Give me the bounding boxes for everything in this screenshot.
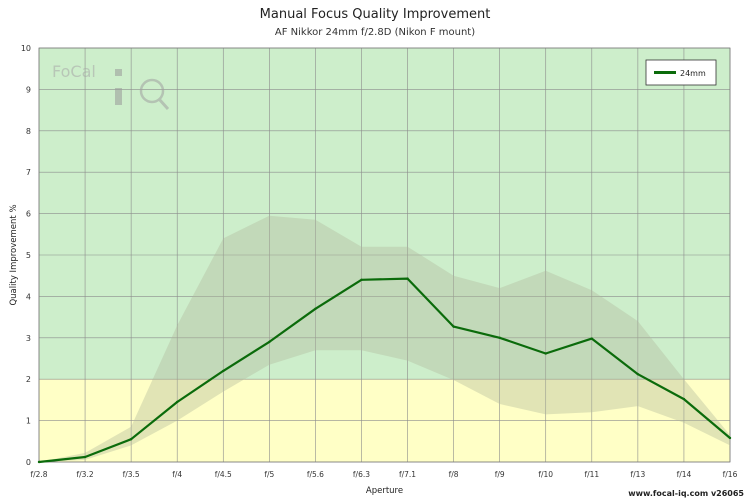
y-tick-label: 7	[26, 168, 31, 177]
x-tick-label: f/16	[723, 470, 738, 479]
y-tick-label: 8	[26, 127, 31, 136]
y-tick-label: 3	[26, 334, 31, 343]
y-tick-label: 6	[26, 210, 31, 219]
footer-text: www.focal-iq.com v26065	[628, 489, 744, 498]
data-point	[268, 340, 271, 344]
data-point	[314, 307, 317, 311]
x-tick-label: f/4	[172, 470, 182, 479]
data-point	[544, 352, 547, 355]
data-point	[222, 369, 225, 373]
y-tick-label: 2	[26, 375, 31, 384]
x-tick-label: f/8	[449, 470, 459, 479]
x-tick-label: f/2.8	[30, 470, 47, 479]
x-tick-label: f/3.5	[123, 470, 140, 479]
x-tick-label: f/11	[584, 470, 599, 479]
watermark-i-dot	[115, 69, 122, 76]
chart-title: Manual Focus Quality Improvement	[259, 7, 491, 22]
watermark-lens-icon	[139, 78, 165, 104]
watermark-text: FoCal	[52, 62, 96, 81]
x-tick-label: f/9	[495, 470, 505, 479]
data-point	[37, 460, 41, 464]
x-tick-label: f/3.2	[77, 470, 94, 479]
y-axis-label: Quality Improvement %	[9, 204, 19, 305]
x-tick-label: f/7.1	[399, 470, 416, 479]
data-point	[498, 336, 501, 339]
x-tick-label: f/4.5	[215, 470, 232, 479]
watermark-lens-handle	[157, 97, 170, 111]
legend-label-24mm: 24mm	[680, 69, 706, 78]
data-point	[590, 337, 593, 340]
legend: 24mm	[645, 59, 717, 86]
data-point	[682, 397, 686, 401]
data-point	[176, 400, 179, 404]
range-area	[39, 215, 730, 462]
data-point	[360, 278, 363, 282]
plot-border	[38, 47, 731, 463]
chart-subtitle: AF Nikkor 24mm f/2.8D (Nikon F mount)	[274, 27, 476, 38]
watermark-logo: FoCal	[52, 62, 170, 111]
x-tick-label: f/10	[538, 470, 553, 479]
data-point	[406, 277, 409, 280]
data-point	[636, 373, 640, 376]
y-tick-label: 5	[26, 251, 31, 260]
y-tick-label: 10	[21, 44, 31, 53]
y-tick-label: 0	[26, 458, 31, 467]
data-point	[129, 438, 133, 441]
data-point	[452, 325, 455, 328]
series-line-24mm	[38, 277, 731, 464]
x-tick-label: f/14	[677, 470, 692, 479]
data-point	[83, 455, 87, 459]
y-tick-label: 4	[26, 292, 31, 301]
x-tick-label: f/5	[264, 470, 274, 479]
x-tick-label: f/13	[631, 470, 646, 479]
x-tick-label: f/6.3	[353, 470, 370, 479]
watermark-i-stem	[115, 88, 122, 105]
x-tick-label: f/5.6	[307, 470, 324, 479]
y-tick-label: 9	[26, 85, 31, 94]
y-tick-label: 1	[26, 417, 31, 426]
x-axis-label: Aperture	[366, 486, 403, 496]
data-point	[728, 436, 732, 440]
